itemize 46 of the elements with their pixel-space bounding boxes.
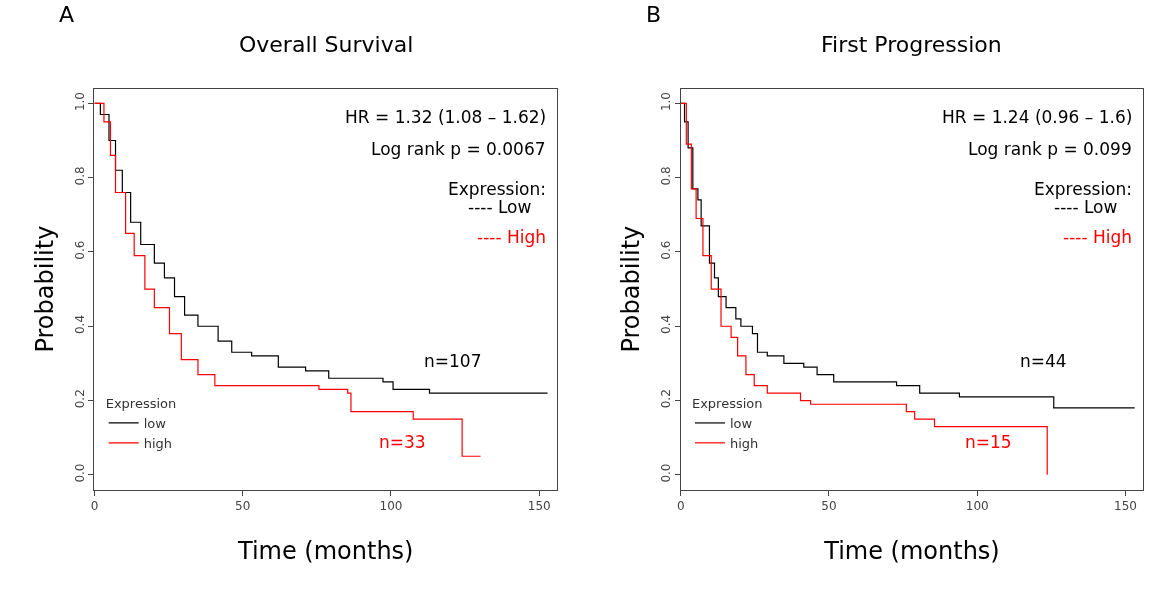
annotation: Log rank p = 0.099	[968, 139, 1132, 159]
annotation: n=107	[424, 351, 482, 371]
y-tick-label: 1.0	[658, 92, 673, 112]
y-tick-label: 0.4	[72, 314, 87, 334]
x-tick-label: 100	[379, 499, 403, 514]
y-tick-label: 0.4	[658, 314, 673, 334]
legend-label: low	[143, 416, 167, 431]
legend-label: low	[729, 416, 753, 431]
legend-title: Expression	[105, 395, 177, 411]
y-tick-label: 0.0	[658, 463, 673, 483]
x-axis-title: Time (months)	[236, 537, 414, 566]
y-tick-label: 0.8	[658, 166, 673, 186]
annotation: n=44	[1020, 351, 1067, 371]
chart-title: First Progression	[821, 32, 1002, 57]
annotation: n=15	[965, 432, 1012, 452]
annotation: Expression:	[1034, 179, 1133, 199]
annotation: Log rank p = 0.0067	[371, 139, 546, 159]
x-tick-label: 100	[965, 499, 989, 514]
x-tick-label: 0	[676, 499, 685, 514]
legend-label: high	[143, 435, 173, 451]
legend-label: high	[729, 435, 759, 451]
y-tick-label: 0.6	[658, 240, 673, 260]
y-tick-label: 0.6	[72, 240, 87, 260]
x-tick-label: 50	[235, 499, 251, 514]
annotation: HR = 1.32 (1.08 – 1.62)	[345, 107, 547, 127]
annotation: Expression:	[448, 179, 547, 199]
annotation: n=33	[379, 432, 426, 452]
x-tick-label: 150	[1114, 499, 1137, 514]
y-axis-title: Probability	[616, 225, 645, 353]
text: A	[59, 2, 75, 27]
annotation: HR = 1.24 (0.96 – 1.6)	[942, 107, 1133, 127]
x-tick-label: 0	[90, 499, 99, 514]
y-tick-label: 0.0	[72, 463, 87, 483]
legend-title: Expression	[691, 395, 763, 411]
y-tick-label: 0.8	[72, 166, 87, 186]
y-tick-label: 1.0	[72, 92, 87, 112]
text: B	[646, 2, 662, 27]
y-axis-title: Probability	[30, 225, 59, 353]
chart-title: Overall Survival	[239, 32, 414, 57]
y-tick-label: 0.2	[658, 389, 673, 409]
x-axis-title: Time (months)	[823, 537, 1000, 566]
x-tick-label: 50	[821, 499, 837, 514]
annotation: ---- High	[1063, 227, 1133, 247]
annotation: ---- High	[477, 227, 547, 247]
x-tick-label: 150	[527, 499, 551, 514]
y-tick-label: 0.2	[72, 389, 87, 409]
